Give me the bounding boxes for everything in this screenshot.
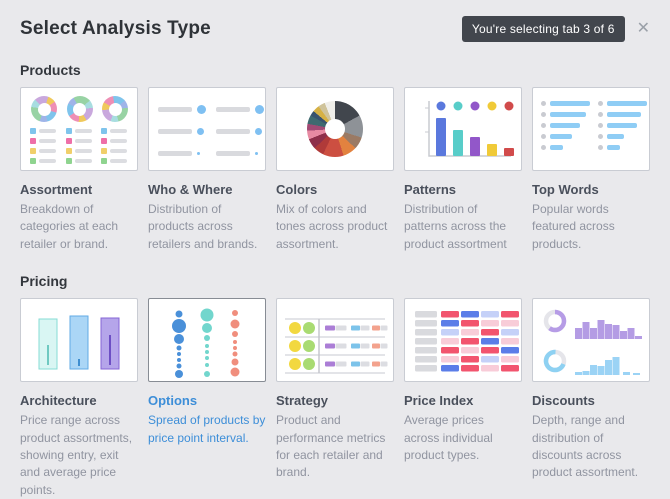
- patterns-bar-chart-graphic: [425, 101, 514, 157]
- patterns-thumbnail[interactable]: [404, 87, 522, 171]
- close-icon[interactable]: ✕: [636, 20, 650, 37]
- card-title-options[interactable]: Options: [148, 393, 198, 409]
- discounts-donut-histogram-graphic: [543, 309, 642, 376]
- card-discounts: Discounts Depth, range and distribution …: [532, 298, 650, 499]
- card-description-options: Spread of products by price point interv…: [148, 413, 266, 445]
- who-where-graphic: [149, 88, 265, 158]
- top-words-thumbnail[interactable]: [532, 87, 650, 171]
- who-where-thumbnail[interactable]: [148, 87, 266, 171]
- card-description-patterns: Distribution of patterns across the prod…: [404, 202, 507, 251]
- colors-thumbnail[interactable]: [276, 87, 394, 171]
- card-assortment: Assortment Breakdown of categories at ea…: [20, 87, 138, 253]
- card-top-words: Top Words Popular words featured across …: [532, 87, 650, 253]
- assortment-thumbnail[interactable]: [20, 87, 138, 171]
- architecture-thumbnail[interactable]: [20, 298, 138, 383]
- card-colors: Colors Mix of colors and tones across pr…: [276, 87, 394, 253]
- card-title-discounts[interactable]: Discounts: [532, 393, 595, 409]
- section-label-products: Products: [20, 62, 81, 78]
- card-title-architecture[interactable]: Architecture: [20, 393, 97, 409]
- discounts-thumbnail[interactable]: [532, 298, 650, 383]
- card-title-colors[interactable]: Colors: [276, 182, 318, 197]
- section-label-pricing: Pricing: [20, 273, 68, 290]
- card-title-price-index[interactable]: Price Index: [404, 393, 474, 409]
- price-index-thumbnail[interactable]: [404, 298, 522, 383]
- card-description-assortment: Breakdown of categories at each retailer…: [20, 202, 119, 251]
- dialog-header: Select Analysis Type You're selecting ta…: [20, 16, 650, 42]
- strategy-thumbnail[interactable]: [276, 298, 394, 383]
- card-description-price-index: Average prices across individual product…: [404, 413, 493, 462]
- options-thumbnail[interactable]: [148, 298, 266, 383]
- card-description-who-where: Distribution of products across retailer…: [148, 202, 258, 251]
- card-price-index: Price Index Average prices across indivi…: [404, 298, 522, 499]
- card-title-top-words[interactable]: Top Words: [532, 182, 599, 197]
- card-description-discounts: Depth, range and distribution of discoun…: [532, 413, 639, 480]
- card-title-strategy[interactable]: Strategy: [276, 393, 329, 409]
- card-who-where: Who & Where Distribution of products acr…: [148, 87, 266, 253]
- tab-progress-badge: You're selecting tab 3 of 6: [461, 16, 625, 42]
- card-architecture: Architecture Price range across product …: [20, 298, 138, 499]
- card-description-top-words: Popular words featured across products.: [532, 202, 615, 251]
- card-description-strategy: Product and performance metrics for each…: [276, 413, 386, 480]
- card-options: Options Spread of products by price poin…: [148, 298, 266, 499]
- card-description-architecture: Price range across product assortments, …: [20, 413, 133, 497]
- card-title-patterns[interactable]: Patterns: [404, 182, 457, 197]
- card-strategy: Strategy Product and performance metrics…: [276, 298, 394, 499]
- strategy-table-graphic: [285, 318, 388, 374]
- card-description-colors: Mix of colors and tones across product a…: [276, 202, 388, 251]
- card-title-assortment[interactable]: Assortment: [20, 182, 93, 197]
- architecture-range-graphic: [38, 315, 120, 370]
- pricing-card-row: Architecture Price range across product …: [20, 298, 650, 499]
- options-dot-columns-graphic: [172, 308, 240, 379]
- price-index-heatmap-graphic: [415, 311, 519, 372]
- page-title: Select Analysis Type: [20, 18, 211, 39]
- card-title-who-where[interactable]: Who & Where: [148, 182, 233, 197]
- top-words-graphic: [533, 88, 649, 150]
- card-patterns: Patterns Distribution of patterns across…: [404, 87, 522, 253]
- assortment-donuts-graphic: [21, 88, 137, 164]
- colors-donut-graphic: [307, 101, 363, 157]
- products-card-row: Assortment Breakdown of categories at ea…: [20, 87, 650, 253]
